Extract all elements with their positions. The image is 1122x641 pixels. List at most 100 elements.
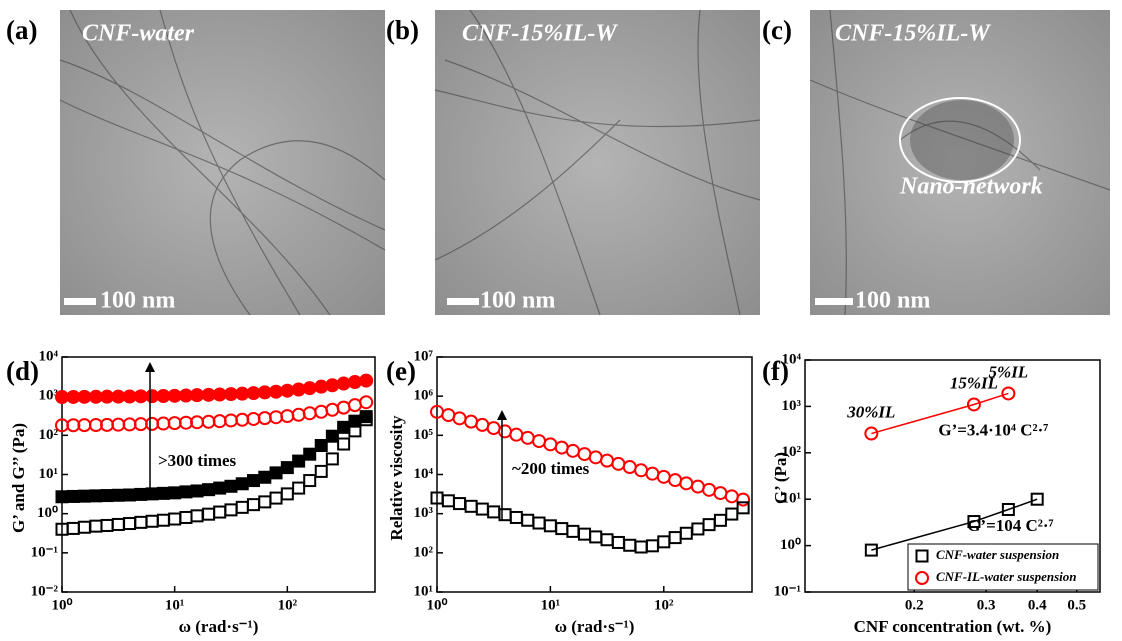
x-tick-label: 0.2 — [905, 597, 924, 613]
data-point — [600, 453, 615, 468]
data-point — [77, 389, 92, 404]
data-point — [509, 510, 523, 524]
data-point — [156, 486, 170, 500]
micrograph-image — [60, 10, 385, 315]
data-point — [589, 530, 603, 544]
x-tick-label: 10² — [278, 597, 298, 613]
y-tick-label: 10⁻¹ — [31, 544, 58, 560]
data-point — [679, 476, 694, 491]
annotation: ~200 times — [512, 459, 590, 478]
data-point — [521, 513, 535, 527]
data-point — [611, 535, 625, 549]
data-point — [359, 413, 373, 427]
data-point — [145, 487, 159, 501]
data-point — [100, 489, 114, 503]
y-tick-label: 10¹ — [39, 466, 59, 482]
data-point — [167, 388, 182, 403]
data-point — [565, 443, 580, 458]
scale-bar — [64, 298, 96, 305]
data-point — [464, 414, 479, 429]
data-point — [359, 410, 373, 424]
data-point — [325, 429, 339, 443]
data-point — [302, 406, 317, 421]
data-point — [656, 469, 671, 484]
data-point — [302, 381, 317, 396]
data-point — [235, 477, 249, 491]
data-point — [202, 483, 216, 497]
data-point — [532, 516, 546, 530]
data-point — [452, 411, 467, 426]
y-tick-label: 10⁴ — [414, 466, 434, 482]
data-point — [179, 510, 193, 524]
y-tick-label: 10⁵ — [414, 427, 434, 443]
data-point — [212, 387, 227, 402]
image-title: CNF-15%IL-W — [835, 21, 991, 47]
y-tick-label: 10² — [414, 544, 434, 560]
data-point — [134, 515, 148, 529]
micrograph-c: (c) CNF-15%IL-W Nano-network 100 nm — [762, 9, 1111, 316]
data-point — [336, 376, 351, 391]
data-point — [280, 461, 294, 475]
data-point — [314, 404, 329, 419]
panel-label: (b) — [386, 15, 419, 45]
data-point — [325, 402, 340, 417]
scale-label: 100 nm — [100, 288, 175, 314]
data-point — [145, 389, 160, 404]
highlight-circle — [899, 97, 1021, 183]
fit-label: G’=104 C²·⁷ — [967, 516, 1053, 535]
y-tick-label: 10⁰ — [780, 537, 801, 553]
data-point — [657, 535, 671, 549]
data-point — [190, 484, 204, 498]
data-point — [156, 388, 171, 403]
data-point — [280, 487, 294, 501]
x-tick-label: 0.3 — [977, 597, 996, 613]
fit-line — [871, 498, 1038, 551]
data-point — [133, 417, 148, 432]
data-point — [123, 488, 137, 502]
data-point — [133, 389, 148, 404]
data-point — [713, 486, 728, 501]
data-point — [247, 498, 261, 512]
data-point — [487, 505, 501, 519]
legend-label: CNF-IL-water suspension — [936, 569, 1077, 584]
x-tick-label: 10¹ — [165, 597, 185, 613]
data-point — [554, 440, 569, 455]
y-tick-label: 10¹ — [414, 583, 434, 599]
data-point — [555, 522, 569, 536]
data-point — [111, 389, 126, 404]
data-point — [611, 456, 626, 471]
data-point — [257, 411, 272, 426]
data-point — [359, 373, 374, 388]
data-point — [134, 487, 148, 501]
scale-label: 100 nm — [855, 288, 930, 314]
data-point — [280, 409, 295, 424]
data-point — [325, 452, 339, 466]
data-point — [269, 410, 284, 425]
data-point — [520, 430, 535, 445]
data-point — [213, 505, 227, 519]
x-axis-title: CNF concentration (wt. %) — [854, 617, 1052, 636]
x-axis-title: ω (rad·s⁻¹) — [179, 617, 259, 636]
x-axis-title: ω (rad·s⁻¹) — [555, 617, 635, 636]
data-point — [167, 416, 182, 431]
data-point — [498, 424, 513, 439]
data-point — [247, 474, 261, 488]
data-point — [347, 374, 362, 389]
data-point — [1030, 492, 1044, 506]
data-point — [66, 489, 80, 503]
legend-marker — [915, 571, 929, 585]
micrograph-image — [435, 10, 760, 315]
data-point — [246, 411, 261, 426]
data-point — [347, 398, 362, 413]
scale-bar — [447, 298, 479, 305]
data-point — [190, 509, 204, 523]
data-point — [645, 466, 660, 481]
data-point — [623, 538, 637, 552]
data-point — [679, 526, 693, 540]
data-point — [691, 522, 705, 536]
data-point — [702, 518, 716, 532]
data-point — [291, 407, 306, 422]
axes-frame — [436, 356, 753, 593]
data-point — [543, 437, 558, 452]
